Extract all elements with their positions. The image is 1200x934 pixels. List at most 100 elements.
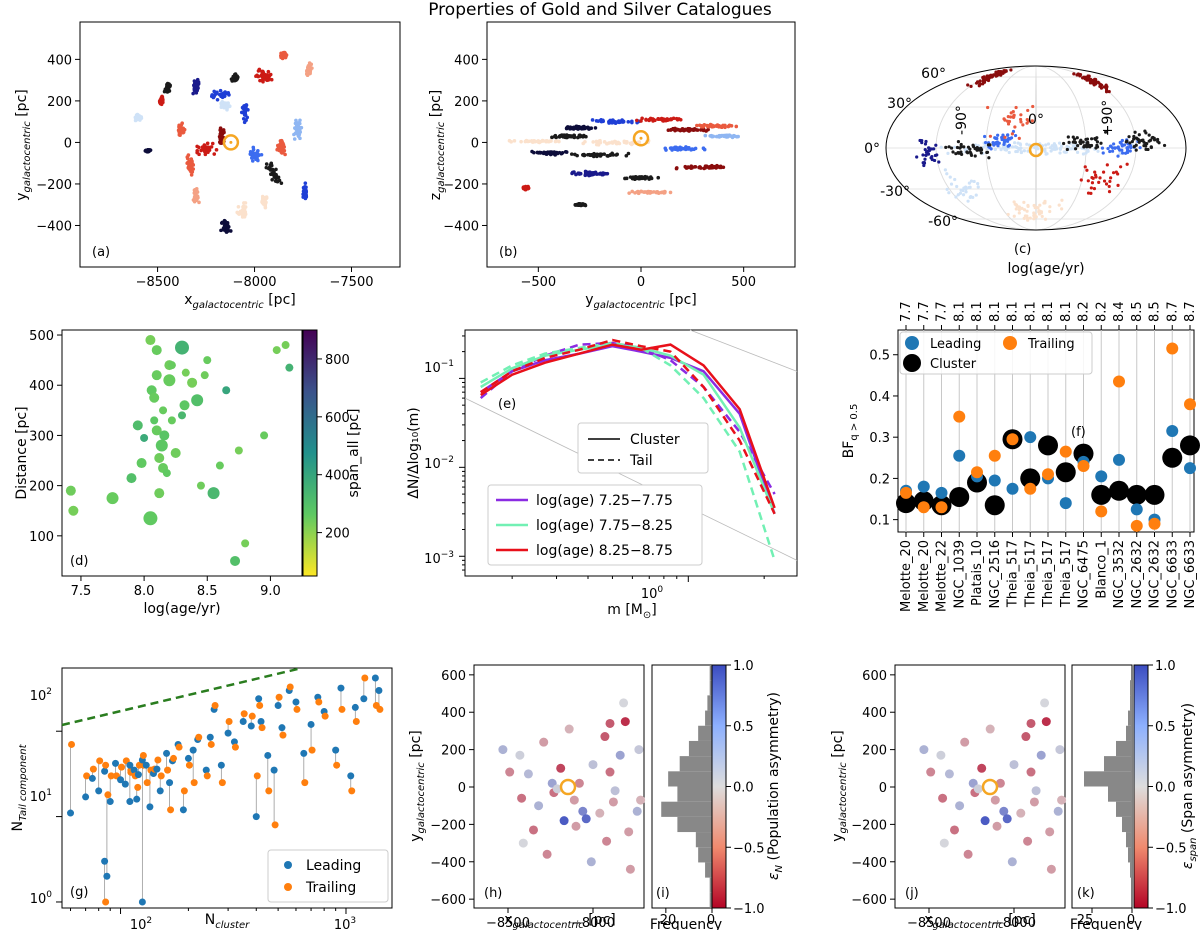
panel-a-point <box>185 156 190 161</box>
panel-f-cluster-point <box>1162 447 1183 468</box>
panel-f-trailing-point <box>1130 519 1143 532</box>
panel-i-colorbar-label: εN (Population asymmetry) <box>766 692 785 880</box>
panel-a-point <box>275 179 280 184</box>
panel-g-trailing-point <box>256 702 264 710</box>
panel-d-point <box>175 340 189 355</box>
panel-c-point <box>1076 144 1080 148</box>
panel-b-point <box>596 119 600 123</box>
panel-g-legend-leading: Leading <box>306 858 361 874</box>
panel-c-point <box>1108 149 1112 154</box>
panel-b-point <box>577 134 582 139</box>
panel-c-point <box>1138 146 1142 150</box>
panel-d-ytick-label: 300 <box>29 429 54 444</box>
panel-c-point <box>1090 181 1095 185</box>
panel-f-xtick-label: Melotte_20 <box>917 540 932 612</box>
panel-k-histogram <box>1084 680 1133 913</box>
panel-c-point <box>1011 129 1016 134</box>
panel-b-point <box>729 124 734 128</box>
panel-f-legend: Leading Trailing Cluster <box>899 331 1093 375</box>
map-point <box>518 838 528 848</box>
panel-b-point <box>581 153 585 157</box>
panel-c-point <box>1009 111 1013 115</box>
panel-g-leading-point <box>142 761 150 769</box>
panel-h-sun-marker <box>559 778 577 796</box>
panel-g-trailing-point <box>301 779 309 787</box>
panel-b-point <box>605 141 610 146</box>
panel-a-point <box>160 97 164 101</box>
panel-k-xtick-0: 0 <box>1127 913 1135 928</box>
panel-d-point <box>145 335 156 346</box>
panel-d-colorbar-ticks: 200 400 600 800 <box>317 353 350 542</box>
panel-a-point <box>195 84 200 88</box>
panel-g-trailing-point <box>104 791 112 799</box>
map-point <box>588 760 598 770</box>
panel-c-point <box>1141 138 1145 142</box>
histogram-bar <box>1128 847 1132 863</box>
panel-b-point <box>602 140 607 144</box>
panel-d-colorbar <box>302 329 318 577</box>
map-point <box>1053 806 1063 816</box>
histogram-bar <box>705 710 712 726</box>
panel-a-point <box>203 152 208 157</box>
panel-c-point <box>968 150 972 154</box>
colorbar-tick-label: 0.0 <box>1155 781 1176 796</box>
panel-g-legend-leading-marker <box>284 861 292 869</box>
panel-a-point <box>299 125 304 130</box>
panel-c-point <box>993 147 997 152</box>
panel-a-point <box>244 105 248 109</box>
panel-a-point <box>242 120 247 125</box>
panel-f-top-axis-label: log(age/yr) <box>1007 261 1084 277</box>
panel-c-point <box>1144 141 1148 146</box>
panel-c-point <box>1043 149 1047 153</box>
panel-c-point <box>983 79 987 83</box>
panel-c-point <box>1006 212 1010 217</box>
panel-d-point <box>159 430 170 441</box>
panel-a-point <box>303 181 308 186</box>
panel-d-frame <box>61 329 303 577</box>
panel-c-point <box>995 73 999 78</box>
panel-g-leading-point <box>126 798 134 806</box>
panel-f-legend-leading-marker <box>905 336 919 350</box>
panel-b-point <box>602 152 607 156</box>
panel-c-point <box>1043 217 1048 221</box>
panel-a-point <box>138 115 143 120</box>
panel-c-lon-label-zero: 0° <box>1028 112 1044 128</box>
panel-i-label: (i) <box>656 886 670 901</box>
panel-f-leading-point <box>1166 425 1179 437</box>
panel-f-xtick-label: Theia_517 <box>1041 540 1056 608</box>
panel-g-leading-point <box>156 787 164 795</box>
panel-a-xtick-label: −8500 <box>136 275 180 290</box>
panel-g-points <box>67 674 384 906</box>
panel-a-point <box>275 147 279 152</box>
panel-c-point <box>1146 147 1150 152</box>
panel-a-point <box>239 110 244 115</box>
map-point <box>1002 814 1012 824</box>
panel-c-point <box>979 151 983 155</box>
panel-e: 100 10−1 10−2 10−3 Cluster Tail log(age)… <box>406 329 798 621</box>
panel-f-trailing-point <box>953 410 966 423</box>
panel-c-point <box>1128 143 1132 147</box>
histogram-bar <box>709 877 712 893</box>
panel-g-leading-point <box>117 776 125 784</box>
panel-c-point <box>1119 141 1123 145</box>
panel-g-trailing-point <box>135 761 143 769</box>
panel-c-point <box>1004 69 1008 73</box>
panel-a-xtick-label: −8000 <box>233 275 277 290</box>
panel-b-point <box>557 134 562 139</box>
histogram-bar <box>677 816 712 833</box>
panel-a-point <box>235 210 240 215</box>
panel-a-point <box>212 152 217 156</box>
panel-d-point <box>196 481 205 490</box>
panel-c-point <box>1043 199 1047 203</box>
panel-g-trailing-point <box>139 751 147 759</box>
panel-f-legend-trailing: Trailing <box>1027 337 1075 352</box>
panel-c-point <box>953 177 957 182</box>
panel-i: 1.0 0.5 0.0 −0.5 −1.0 20 0 (i) Frequency εN … <box>650 659 785 933</box>
panel-f-ytick-label: 0.3 <box>869 431 890 446</box>
panel-c-point <box>986 143 991 147</box>
panel-b-point <box>610 140 614 145</box>
panel-b-point <box>668 190 673 195</box>
panel-g-leading-point <box>146 803 154 811</box>
panel-b-point <box>694 128 698 132</box>
